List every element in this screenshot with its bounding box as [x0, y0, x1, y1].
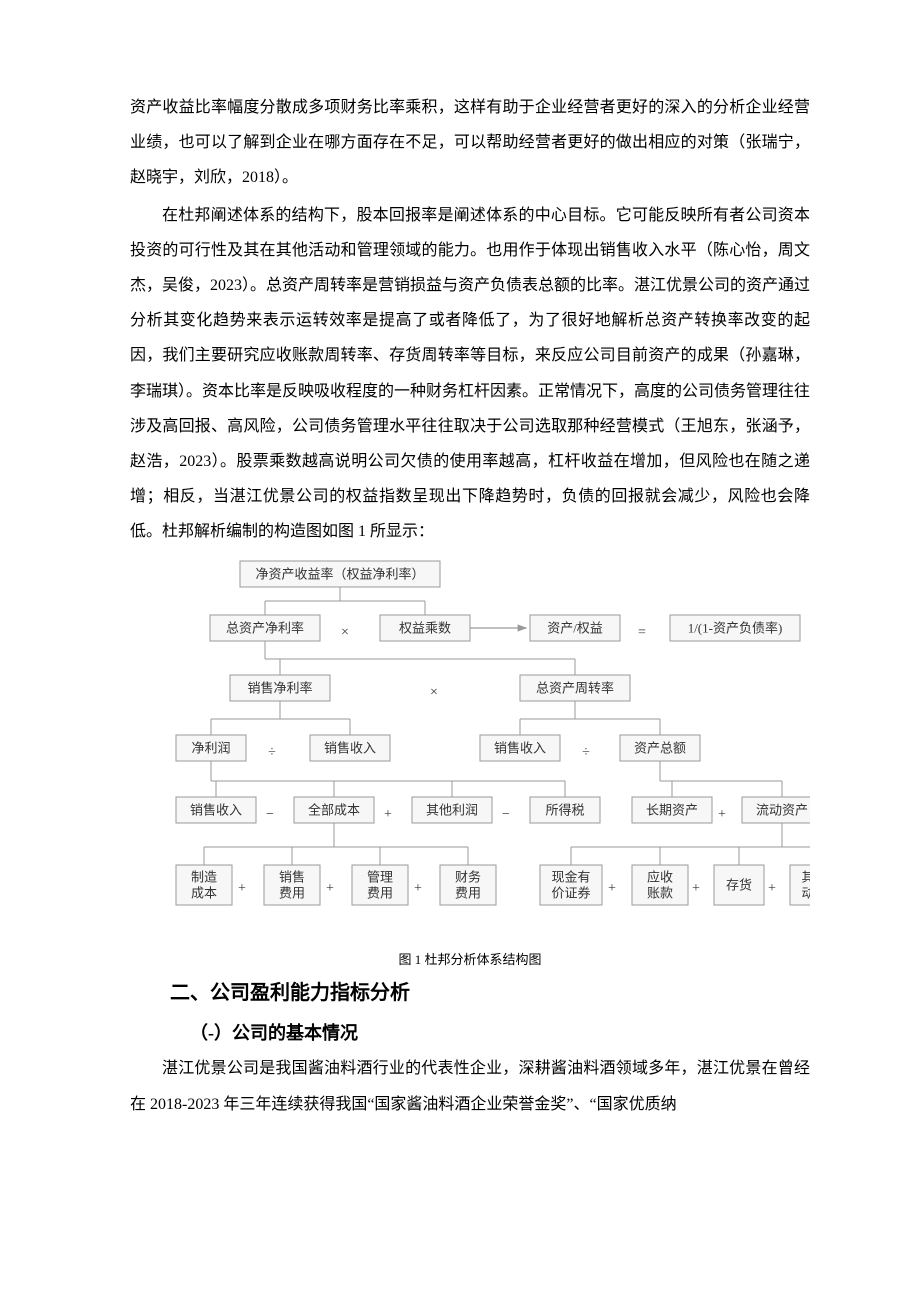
- svg-text:=: =: [638, 626, 646, 641]
- svg-text:全部成本: 全部成本: [308, 803, 360, 818]
- svg-text:+: +: [384, 808, 392, 823]
- svg-text:销售收入: 销售收入: [494, 741, 546, 756]
- dupont-diagram-svg: 净资产收益率（权益净利率） 总资产净利率 权益乘数 资产/权益 1/(1-资产负债率) 销…: [170, 555, 810, 945]
- svg-text:权益乘数: 权益乘数: [399, 621, 451, 636]
- svg-text:应收: 应收: [647, 870, 673, 885]
- svg-text:−: −: [502, 808, 510, 823]
- heading-3: （-）公司的基本情况: [190, 1019, 810, 1045]
- svg-text:其他利润: 其他利润: [426, 803, 478, 818]
- svg-text:销售收入: 销售收入: [190, 803, 242, 818]
- paragraph-1: 资产收益比率幅度分散成多项财务比率乘积，这样有助于企业经营者更好的深入的分析企业…: [130, 90, 810, 196]
- svg-text:−: −: [266, 808, 274, 823]
- svg-text:总资产净利率: 总资产净利率: [226, 621, 304, 636]
- svg-text:+: +: [414, 882, 422, 897]
- svg-text:管理: 管理: [367, 870, 393, 885]
- page: 资产收益比率幅度分散成多项财务比率乘积，这样有助于企业经营者更好的深入的分析企业…: [0, 0, 920, 1301]
- svg-text:流动资产: 流动资产: [756, 803, 808, 818]
- svg-text:资产/权益: 资产/权益: [547, 621, 603, 636]
- svg-text:其他流: 其他流: [801, 870, 810, 885]
- figure-caption: 图 1 杜邦分析体系结构图: [130, 949, 810, 968]
- svg-text:财务: 财务: [455, 870, 481, 885]
- svg-text:费用: 费用: [455, 886, 481, 901]
- svg-text:+: +: [238, 882, 246, 897]
- svg-text:所得税: 所得税: [545, 803, 584, 818]
- svg-text:销售净利率: 销售净利率: [247, 681, 312, 696]
- svg-text:现金有: 现金有: [551, 870, 590, 885]
- svg-text:净资产收益率（权益净利率）: 净资产收益率（权益净利率）: [255, 567, 424, 582]
- svg-text:1/(1-资产负债率): 1/(1-资产负债率): [688, 621, 783, 636]
- svg-text:费用: 费用: [279, 886, 305, 901]
- svg-text:÷: ÷: [582, 746, 590, 761]
- svg-text:价证券: 价证券: [551, 886, 590, 901]
- dupont-diagram: 净资产收益率（权益净利率） 总资产净利率 权益乘数 资产/权益 1/(1-资产负债率) 销…: [170, 555, 810, 945]
- svg-text:费用: 费用: [367, 886, 393, 901]
- paragraph-3: 湛江优景公司是我国酱油料酒行业的代表性企业，深耕酱油料酒领域多年，湛江优景在曾经…: [130, 1051, 810, 1121]
- svg-text:+: +: [326, 882, 334, 897]
- svg-text:成本: 成本: [191, 886, 217, 901]
- heading-2: 二、公司盈利能力指标分析: [170, 976, 810, 1005]
- svg-text:销售: 销售: [279, 870, 305, 885]
- svg-text:资产总额: 资产总额: [634, 741, 686, 756]
- svg-text:动资产: 动资产: [801, 886, 810, 901]
- svg-text:制造: 制造: [191, 870, 217, 885]
- svg-text:+: +: [718, 808, 726, 823]
- paragraph-2: 在杜邦阐述体系的结构下，股本回报率是阐述体系的中心目标。它可能反映所有者公司资本…: [130, 198, 810, 550]
- svg-text:存货: 存货: [726, 878, 752, 893]
- svg-text:长期资产: 长期资产: [646, 803, 698, 818]
- svg-text:+: +: [768, 882, 776, 897]
- svg-text:销售收入: 销售收入: [324, 741, 376, 756]
- svg-text:×: ×: [430, 686, 438, 701]
- svg-text:账款: 账款: [647, 886, 673, 901]
- svg-text:×: ×: [341, 626, 349, 641]
- svg-text:净利润: 净利润: [191, 741, 230, 756]
- svg-text:+: +: [692, 882, 700, 897]
- svg-text:+: +: [608, 882, 616, 897]
- svg-text:总资产周转率: 总资产周转率: [536, 681, 614, 696]
- svg-text:÷: ÷: [268, 746, 276, 761]
